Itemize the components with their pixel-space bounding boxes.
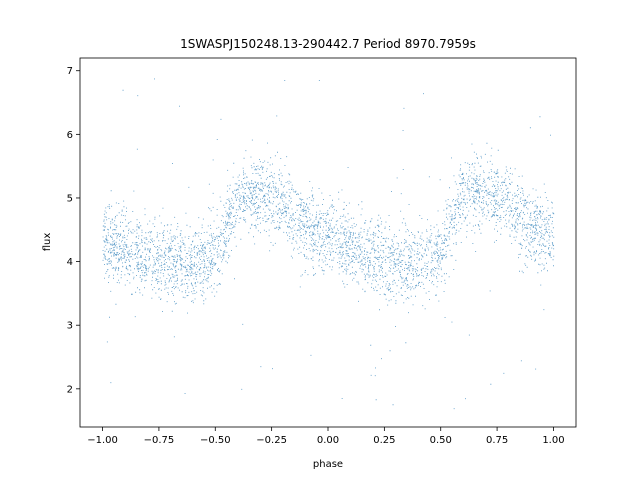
- y-axis-label: flux: [42, 233, 53, 252]
- x-axis: −1.00 −0.75 −0.50 −0.25 0.00 0.25 0.50 0.75 1.00: [87, 427, 565, 446]
- x-tick-label: 0.50: [430, 435, 452, 446]
- x-tick-label: 1.00: [542, 435, 564, 446]
- scatter-points: [102, 78, 555, 410]
- x-tick-label: −0.50: [200, 435, 231, 446]
- scatter-point-cloud: [102, 78, 555, 410]
- x-tick-label: −1.00: [87, 435, 118, 446]
- x-tick-label: 0.25: [373, 435, 395, 446]
- y-tick-label: 3: [67, 321, 73, 332]
- x-tick-label: 0.75: [486, 435, 508, 446]
- y-tick-label: 2: [67, 384, 73, 395]
- chart-title: 1SWASPJ150248.13-290442.7 Period 8970.79…: [180, 37, 476, 51]
- x-tick-label: 0.00: [317, 435, 339, 446]
- y-tick-label: 5: [67, 193, 73, 204]
- y-tick-label: 4: [67, 257, 73, 268]
- x-axis-label: phase: [313, 459, 343, 470]
- plot-frame: [79, 57, 577, 428]
- x-tick-label: −0.25: [256, 435, 287, 446]
- x-tick-label: −0.75: [144, 435, 175, 446]
- y-tick-label: 6: [67, 130, 73, 141]
- y-axis: 2 3 4 5 6 7: [67, 66, 80, 395]
- y-tick-label: 7: [67, 66, 73, 77]
